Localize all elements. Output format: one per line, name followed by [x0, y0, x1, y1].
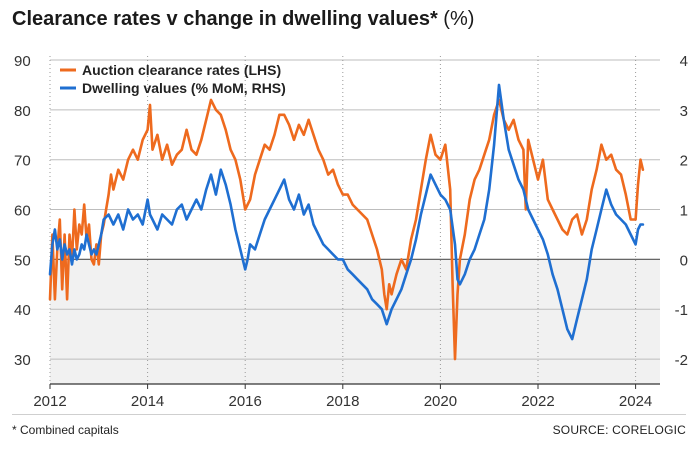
y-left-tick-label: 40	[14, 302, 31, 319]
chart-title-unit: (%)	[437, 8, 475, 30]
x-tick-label: 2012	[33, 393, 66, 410]
y-right-tick-label: 1	[680, 203, 688, 220]
y-right-tick-label: -1	[675, 302, 688, 319]
y-left-tick-label: 90	[14, 53, 31, 70]
chart-title-text: Clearance rates v change in dwelling val…	[12, 8, 438, 30]
legend-label: Auction clearance rates (LHS)	[82, 62, 281, 78]
y-right-tick-label: 0	[680, 252, 688, 269]
y-right-tick-label: 2	[680, 153, 688, 170]
y-right-tick-label: -2	[675, 352, 688, 369]
legend-label: Dwelling values (% MoM, RHS)	[82, 80, 286, 96]
x-tick-label: 2014	[131, 393, 164, 410]
source-credit: SOURCE: CORELOGIC	[552, 423, 686, 437]
y-right-tick-label: 3	[680, 103, 688, 120]
chart-title: Clearance rates v change in dwelling val…	[12, 8, 474, 31]
y-left-tick-label: 80	[14, 103, 31, 120]
negative-region-shade	[50, 259, 660, 384]
y-left-tick-label: 70	[14, 153, 31, 170]
x-tick-label: 2020	[424, 393, 457, 410]
dwelling-values-line	[48, 83, 645, 341]
y-left-tick-label: 50	[14, 252, 31, 269]
x-tick-label: 2022	[521, 393, 554, 410]
x-tick-label: 2018	[326, 393, 359, 410]
footnote: * Combined capitals	[12, 423, 119, 437]
y-left-tick-label: 60	[14, 203, 31, 220]
x-tick-label: 2024	[619, 393, 652, 410]
y-right-tick-label: 4	[680, 53, 688, 70]
clearance-rate-line	[48, 98, 645, 361]
y-left-tick-label: 30	[14, 352, 31, 369]
footer-divider	[12, 414, 686, 415]
chart-canvas: 30 40 50 60 70 80 90 -2 -1 0 1 2 3 4 2012 2014 2016 2018 2…	[14, 53, 688, 410]
x-tick-label: 2016	[229, 393, 262, 410]
